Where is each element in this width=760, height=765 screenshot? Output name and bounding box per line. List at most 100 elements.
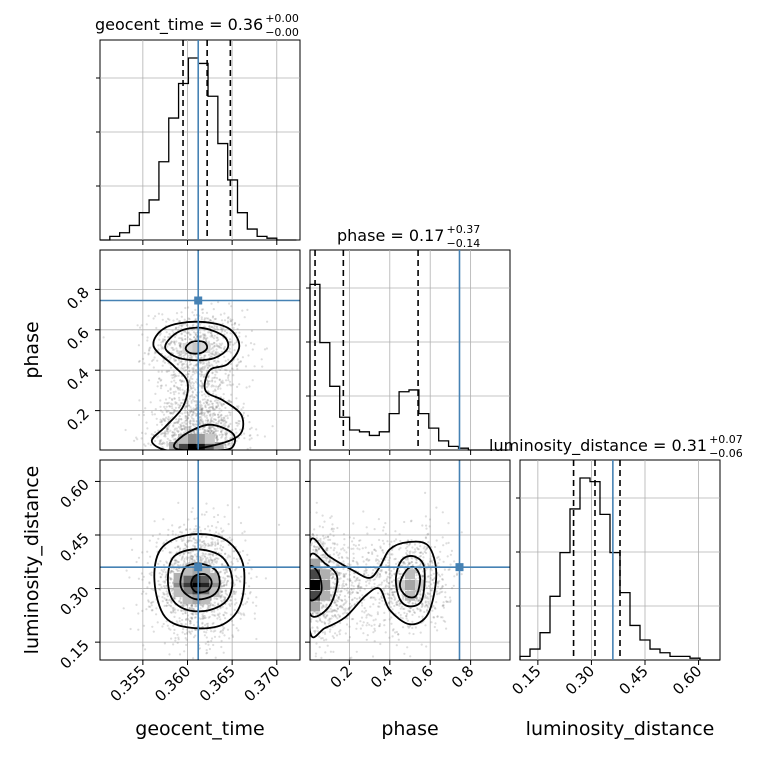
sample-point [229, 344, 231, 346]
sample-point [233, 557, 235, 559]
sample-point [245, 344, 247, 346]
sample-point [188, 455, 190, 457]
sample-point [256, 576, 258, 578]
sample-point [179, 554, 181, 556]
sample-point [220, 430, 222, 432]
sample-point [310, 618, 312, 620]
sample-point [219, 434, 221, 436]
sample-point [171, 434, 173, 436]
sample-point [329, 517, 331, 519]
sample-point [170, 638, 172, 640]
sample-point [342, 568, 344, 570]
sample-point [157, 381, 159, 383]
sample-point [217, 402, 219, 404]
sample-point [224, 597, 226, 599]
sample-point [214, 602, 216, 604]
sample-point [209, 457, 211, 459]
sample-point [351, 540, 353, 542]
sample-point [211, 637, 213, 639]
sample-point [220, 419, 222, 421]
sample-point [217, 539, 219, 541]
sample-point [138, 361, 140, 363]
sample-point [356, 651, 358, 653]
sample-point [238, 336, 240, 338]
sample-point [141, 579, 143, 581]
sample-point [164, 336, 166, 338]
sample-point [172, 463, 174, 465]
sample-point [202, 312, 204, 314]
sample-point [411, 546, 413, 548]
sample-point [167, 534, 169, 536]
sample-point [264, 435, 266, 437]
sample-point [234, 598, 236, 600]
sample-point [159, 572, 161, 574]
sample-point [219, 618, 221, 620]
sample-point [180, 361, 182, 363]
sample-point [160, 576, 162, 578]
sample-point [207, 641, 209, 643]
sample-point [166, 331, 168, 333]
title-sup: +0.00 [265, 12, 299, 25]
sample-point [231, 539, 233, 541]
sample-point [305, 621, 307, 623]
sample-point [166, 345, 168, 347]
x-tick-label: 0.370 [241, 662, 284, 705]
sample-point [303, 582, 305, 584]
sample-point [189, 528, 191, 530]
sample-point [173, 434, 175, 436]
sample-point [307, 612, 309, 614]
sample-point [226, 332, 228, 334]
sample-point [220, 422, 222, 424]
sample-point [221, 531, 223, 533]
sample-point [161, 446, 163, 448]
sample-point [223, 312, 225, 314]
sample-point [315, 653, 317, 655]
sample-point [173, 609, 175, 611]
sample-point [160, 344, 162, 346]
sample-point [214, 615, 216, 617]
sample-point [174, 457, 176, 459]
sample-point [249, 434, 251, 436]
sample-point [185, 619, 187, 621]
sample-point [245, 492, 247, 494]
panel-hist-phase: phase = 0.17 +0.37 −0.14 [306, 223, 510, 455]
sample-point [286, 630, 288, 632]
sample-point [150, 401, 152, 403]
sample-point [214, 636, 216, 638]
sample-point [207, 456, 209, 458]
sample-point [343, 544, 345, 546]
sample-point [229, 599, 231, 601]
sample-point [146, 427, 148, 429]
sample-point [184, 558, 186, 560]
sample-point [192, 462, 194, 464]
sample-point [205, 511, 207, 513]
sample-point [160, 333, 162, 335]
sample-point [187, 426, 189, 428]
sample-point [286, 617, 288, 619]
sample-point [225, 589, 227, 591]
sample-point [334, 578, 336, 580]
sample-point [235, 432, 237, 434]
sample-point [184, 453, 186, 455]
sample-point [242, 356, 244, 358]
sample-point [225, 612, 227, 614]
sample-point [235, 428, 237, 430]
sample-point [223, 581, 225, 583]
sample-point [201, 371, 203, 373]
sample-point [184, 410, 186, 412]
sample-point [238, 506, 240, 508]
sample-point [211, 384, 213, 386]
sample-point [215, 488, 217, 490]
sample-point [388, 559, 390, 561]
sample-point [236, 627, 238, 629]
sample-point [222, 614, 224, 616]
sample-point [191, 378, 193, 380]
sample-point [159, 399, 161, 401]
sample-point [190, 420, 192, 422]
sample-point [307, 539, 309, 541]
sample-point [149, 455, 151, 457]
sample-point [305, 593, 307, 595]
sample-point [281, 597, 283, 599]
sample-point [137, 629, 139, 631]
sample-point [207, 554, 209, 556]
